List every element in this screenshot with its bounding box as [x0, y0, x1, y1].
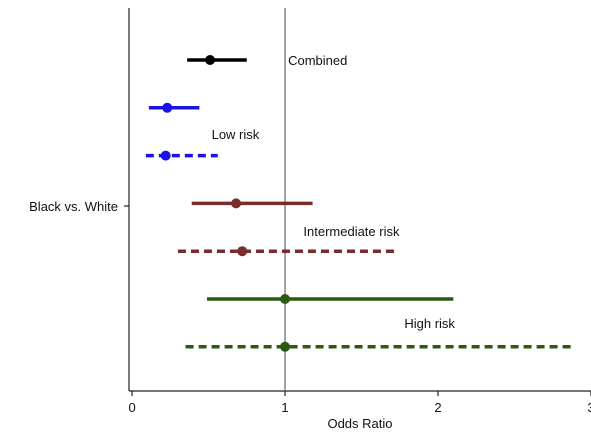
estimate-point	[280, 294, 291, 304]
x-axis-ticks: 0 1 2 3	[128, 391, 591, 415]
x-tick-label: 1	[281, 400, 288, 415]
estimate-point	[280, 341, 291, 352]
estimate-point	[162, 102, 173, 113]
x-tick-label: 3	[587, 400, 591, 415]
estimate-point	[205, 55, 216, 65]
series-annotation: High risk	[404, 316, 455, 331]
series-layer	[145, 55, 572, 352]
y-group-label: Black vs. White	[29, 199, 118, 214]
estimate-point	[237, 246, 248, 257]
x-tick-label: 0	[128, 400, 135, 415]
series-annotation: Low risk	[212, 127, 260, 142]
estimate-point	[231, 198, 242, 209]
x-tick-label: 2	[434, 400, 441, 415]
annotation-layer: Combined Low risk Intermediate risk High ri…	[212, 53, 456, 331]
plot-frame	[124, 8, 591, 392]
x-axis-title: Odds Ratio	[327, 416, 392, 431]
estimate-point	[160, 150, 171, 161]
series-annotation: Intermediate risk	[303, 224, 400, 239]
series-annotation: Combined	[288, 53, 347, 68]
